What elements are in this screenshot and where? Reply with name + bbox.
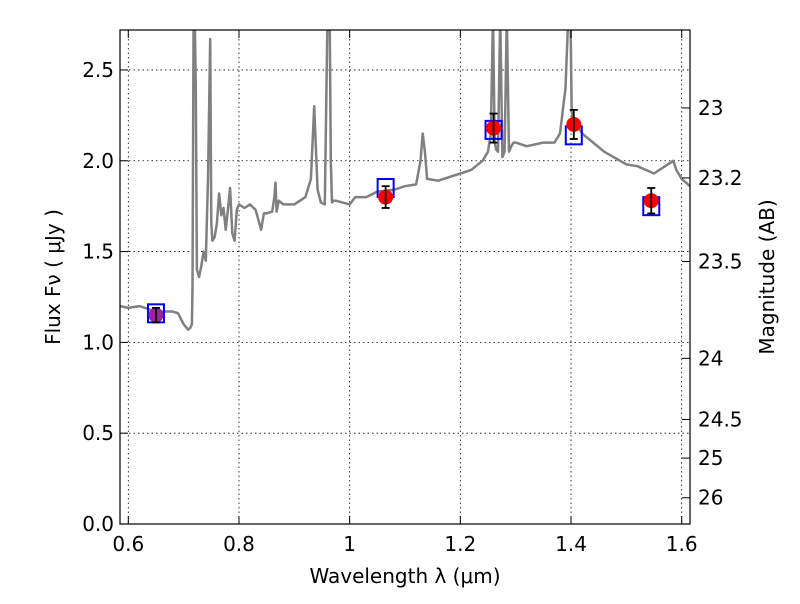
x-tick-label: 1.2	[444, 532, 476, 556]
x-tick-label: 0.8	[223, 532, 255, 556]
axis-ticks: 0.6 0.8 1 1.2 1.4 1.6 0.0 0.5 1.0 1.5 2.0 2.5 23 23.2…	[82, 30, 743, 556]
plot-area	[120, 30, 690, 331]
x-tick-label: 1	[343, 532, 356, 556]
y-tick-label: 0.5	[82, 421, 114, 445]
x-axis-label: Wavelength λ (μm)	[309, 564, 500, 588]
y2-tick-label: 23.5	[698, 249, 743, 273]
y-tick-label: 2.0	[82, 149, 114, 173]
x-tick-label: 0.6	[112, 532, 144, 556]
grid	[120, 30, 690, 525]
model-spectrum-line	[120, 30, 690, 331]
plot-frame	[119, 29, 691, 525]
y2-tick-label: 25	[698, 446, 723, 470]
y-tick-label: 1.0	[82, 330, 114, 354]
marker-layer	[146, 109, 661, 324]
y-tick-label: 0.0	[82, 512, 114, 536]
y-tick-label: 1.5	[82, 240, 114, 264]
y2-tick-label: 23	[698, 96, 723, 120]
x-tick-label: 1.4	[555, 532, 587, 556]
y2-tick-label: 24.5	[698, 407, 743, 431]
y2-tick-label: 24	[698, 346, 723, 370]
y2-tick-label: 23.2	[698, 166, 743, 190]
x-tick-label: 1.6	[666, 532, 698, 556]
y-tick-label: 2.5	[82, 58, 114, 82]
y2-axis-label: Magnitude (AB)	[755, 199, 779, 354]
y-axis-label: Flux Fν ( μJy )	[41, 209, 65, 345]
y2-tick-label: 26	[698, 486, 723, 510]
